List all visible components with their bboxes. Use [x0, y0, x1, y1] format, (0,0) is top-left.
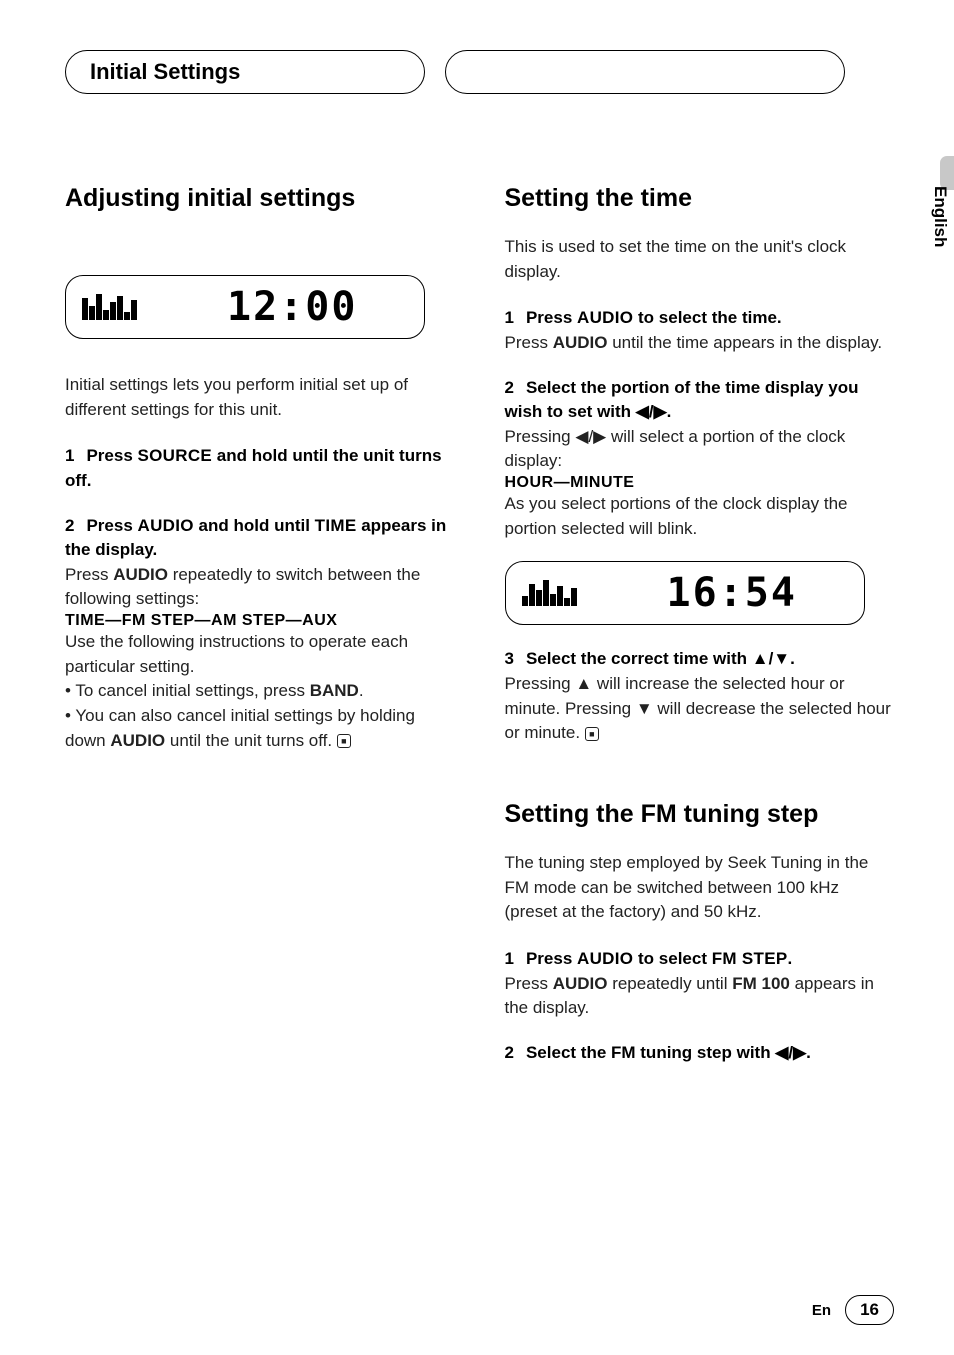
bullet-text: until the unit turns off. — [165, 731, 332, 750]
time-step-2: 2Select the portion of the time display … — [505, 376, 895, 542]
page-number: 16 — [845, 1295, 894, 1325]
left-step-1: 1Press SOURCE and hold until the unit tu… — [65, 444, 455, 493]
right-column: Setting the time This is used to set the… — [505, 184, 895, 1085]
equalizer-icon — [522, 580, 577, 606]
key-fmstep: FM STEP — [712, 949, 788, 968]
section-title-empty-tab — [445, 50, 845, 94]
sub-text: Use the following instructions to operat… — [65, 630, 455, 679]
clock-display-2: 16:54 — [505, 561, 865, 625]
bullet-text: . — [359, 681, 364, 700]
time-step-1: 1 Press AUDIO to select the time. Press A… — [505, 306, 895, 355]
step-text: Press — [86, 446, 137, 465]
step-text: Select the correct time with ▲/▼. — [526, 649, 795, 668]
equalizer-icon — [82, 294, 137, 320]
clock-value-2: 16:54 — [667, 570, 797, 616]
sub-text: Press — [505, 974, 553, 993]
key-audio: AUDIO — [553, 974, 608, 993]
step-number: 2 — [505, 1043, 514, 1062]
content-columns: Adjusting initial settings 12:00 Initial… — [65, 184, 894, 1085]
step-text: to select the time. — [633, 308, 781, 327]
language-tab: English — [926, 180, 954, 253]
step-text: Press — [526, 308, 577, 327]
menu-chain: TIME—FM STEP—AM STEP—AUX — [65, 612, 455, 630]
clock-display-1: 12:00 — [65, 275, 425, 339]
right-heading-2: Setting the FM tuning step — [505, 800, 895, 829]
key-time: TIME — [315, 516, 357, 535]
sub-text: As you select portions of the clock disp… — [505, 492, 895, 541]
step-text: Select the portion of the time display y… — [505, 378, 859, 422]
fm-step-1: 1 Press AUDIO to select FM STEP. Press AU… — [505, 947, 895, 1021]
step-number: 1 — [505, 949, 514, 968]
step-text: . — [788, 949, 793, 968]
step-text: and hold until — [194, 516, 315, 535]
step-number: 3 — [505, 649, 514, 668]
step-number: 2 — [505, 378, 514, 397]
sub-text: until the time appears in the display. — [607, 333, 882, 352]
page-footer: En 16 — [812, 1295, 894, 1325]
sub-text: Pressing ◀/▶ will select a portion of th… — [505, 425, 895, 474]
stop-icon: ■ — [337, 734, 351, 748]
step-number: 1 — [65, 446, 74, 465]
right-intro-1: This is used to set the time on the unit… — [505, 235, 895, 284]
bullet-text: • To cancel initial settings, press — [65, 681, 310, 700]
step-text: Select the FM tuning step with ◀/▶. — [526, 1043, 811, 1062]
section-title: Initial Settings — [90, 59, 240, 85]
stop-icon: ■ — [585, 727, 599, 741]
hour-minute-chain: HOUR—MINUTE — [505, 474, 895, 492]
right-intro-2: The tuning step employed by Seek Tuning … — [505, 851, 895, 925]
sub-text: Pressing ▲ will increase the selected ho… — [505, 674, 891, 742]
left-intro: Initial settings lets you perform initia… — [65, 373, 455, 422]
footer-lang: En — [812, 1302, 831, 1319]
key-band: BAND — [310, 681, 359, 700]
time-step-3: 3 Select the correct time with ▲/▼. Press… — [505, 647, 895, 746]
key-audio: AUDIO — [577, 308, 633, 327]
step-number: 1 — [505, 308, 514, 327]
step-text: Press — [526, 949, 577, 968]
step-text: to select — [633, 949, 711, 968]
step-text: Press — [86, 516, 137, 535]
sub-text: Press — [505, 333, 553, 352]
right-heading-1: Setting the time — [505, 184, 895, 213]
sub-text: Press — [65, 565, 113, 584]
key-source: SOURCE — [138, 446, 213, 465]
fm-step-2: 2 Select the FM tuning step with ◀/▶. — [505, 1041, 895, 1066]
step-number: 2 — [65, 516, 74, 535]
key-audio: AUDIO — [138, 516, 194, 535]
key-audio: AUDIO — [553, 333, 608, 352]
key-fm100: FM 100 — [732, 974, 790, 993]
left-column: Adjusting initial settings 12:00 Initial… — [65, 184, 455, 1085]
section-title-tab: Initial Settings — [65, 50, 425, 94]
sub-text: repeatedly until — [607, 974, 732, 993]
section-header-row: Initial Settings — [65, 50, 894, 94]
key-audio: AUDIO — [110, 731, 165, 750]
left-heading: Adjusting initial settings — [65, 184, 455, 213]
left-step-2: 2Press AUDIO and hold until TIME appears… — [65, 514, 455, 754]
key-audio: AUDIO — [113, 565, 168, 584]
key-audio: AUDIO — [577, 949, 633, 968]
clock-value-1: 12:00 — [227, 284, 357, 330]
